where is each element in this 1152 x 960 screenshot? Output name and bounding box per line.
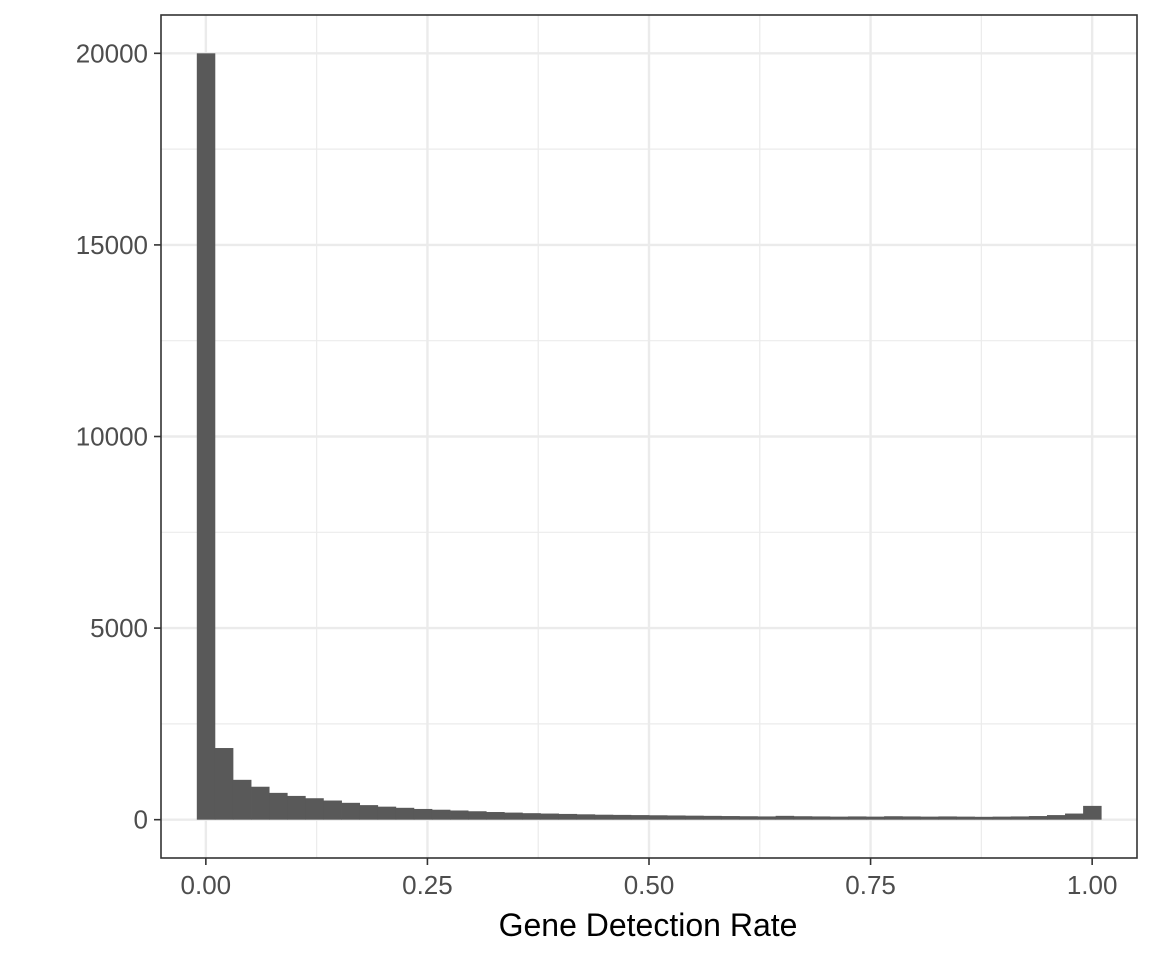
histogram-bar xyxy=(920,816,939,820)
histogram-bar xyxy=(323,800,342,820)
histogram-bar xyxy=(196,53,216,820)
x-tick-label: 0.25 xyxy=(402,870,453,900)
histogram-bar xyxy=(938,816,957,820)
histogram-bar xyxy=(1065,813,1084,820)
histogram-bar xyxy=(269,792,288,820)
histogram-bar xyxy=(630,815,650,820)
grid-lines xyxy=(161,15,1137,858)
histogram-bar xyxy=(649,815,668,820)
histogram-bar xyxy=(703,815,722,820)
x-tick-label: 0.00 xyxy=(181,870,232,900)
histogram-bar xyxy=(811,816,831,820)
histogram-bar xyxy=(974,816,994,820)
histogram-bar xyxy=(287,795,306,820)
histogram-bar xyxy=(450,810,469,820)
histogram-bar xyxy=(558,813,578,820)
histogram-bar xyxy=(739,816,758,820)
histogram-bar xyxy=(612,814,632,820)
histogram-bar xyxy=(468,811,487,820)
histogram-bar xyxy=(1083,805,1102,820)
histogram-bar xyxy=(540,813,559,820)
histogram-bar xyxy=(431,809,451,820)
x-axis-title: Gene Detection Rate xyxy=(499,907,798,943)
histogram-bar xyxy=(667,815,686,820)
histogram-bar xyxy=(1028,816,1048,820)
histogram-bar xyxy=(721,816,740,820)
histogram-bar xyxy=(341,802,361,820)
histogram-bar xyxy=(992,816,1012,820)
x-tick-label: 0.50 xyxy=(624,870,675,900)
histogram-bar xyxy=(594,814,614,820)
axis-ticks: 0.00 0.25 0.50 0.75 1.00 0 5000 10000 15000 20000 xyxy=(76,38,1118,900)
histogram-bar xyxy=(504,812,523,820)
y-tick-label: 15000 xyxy=(76,230,148,260)
y-tick-label: 10000 xyxy=(76,422,148,452)
histogram-bar xyxy=(359,805,379,820)
y-tick-label: 5000 xyxy=(90,613,148,643)
histogram-bar xyxy=(829,816,849,820)
histogram-bar xyxy=(1046,815,1066,820)
histogram-bar xyxy=(251,786,270,820)
histogram-bar xyxy=(685,815,704,820)
histogram-bars xyxy=(196,53,1102,820)
histogram-bar xyxy=(305,798,324,820)
histogram-bar xyxy=(884,816,903,820)
histogram-bar xyxy=(866,816,885,820)
x-tick-label: 0.75 xyxy=(845,870,896,900)
histogram-bar xyxy=(902,816,921,820)
histogram-bar xyxy=(1010,816,1030,820)
y-tick-label: 0 xyxy=(134,805,148,835)
histogram-bar xyxy=(232,779,252,820)
y-tick-label: 20000 xyxy=(76,38,148,68)
histogram-bar xyxy=(775,815,795,820)
histogram-bar xyxy=(522,813,541,820)
histogram-bar xyxy=(793,816,813,820)
histogram-bar xyxy=(377,806,397,820)
histogram-bar xyxy=(395,807,415,820)
histogram-bar xyxy=(757,816,777,820)
histogram-bar xyxy=(847,816,867,820)
histogram-bar xyxy=(956,816,975,820)
histogram-bar xyxy=(486,812,505,820)
histogram-bar xyxy=(576,814,596,820)
histogram-bar xyxy=(413,808,433,820)
histogram-bar xyxy=(214,748,234,820)
x-tick-label: 1.00 xyxy=(1067,870,1118,900)
